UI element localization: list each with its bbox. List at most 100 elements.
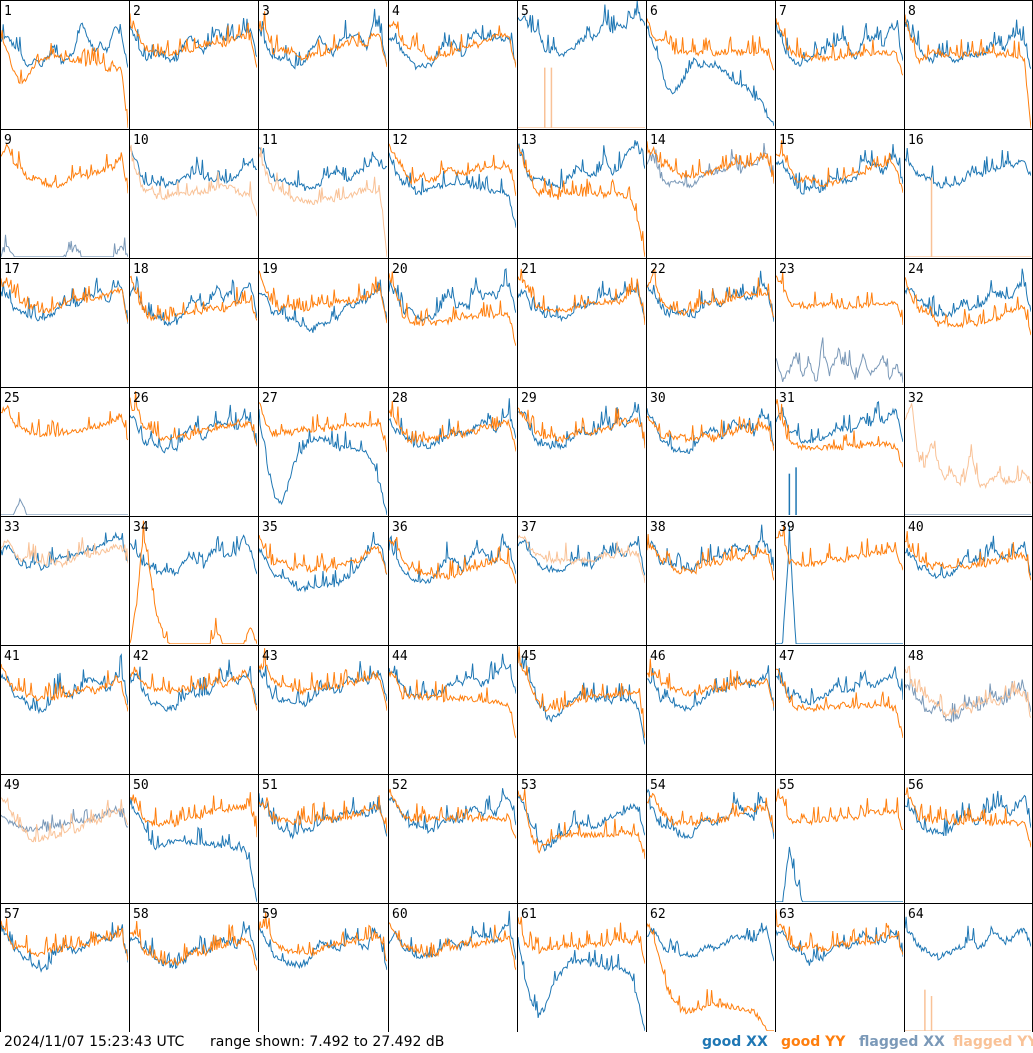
panel-label-2: 2 (133, 4, 141, 19)
trace-yy-10 (130, 144, 257, 217)
panel-label-5: 5 (521, 4, 529, 19)
trace-xx-25 (1, 497, 128, 515)
panel-label-26: 26 (133, 391, 149, 406)
panel-27: 27 (259, 391, 387, 515)
panel-label-39: 39 (779, 520, 795, 535)
panel-label-63: 63 (779, 907, 795, 922)
trace-xx-59 (259, 925, 387, 971)
trace-xx-62 (647, 922, 774, 962)
trace-yy-35 (259, 534, 387, 575)
panel-39: 39 (776, 520, 903, 644)
panel-59: 59 (259, 907, 387, 971)
panel-44: 44 (389, 649, 516, 739)
panel-label-48: 48 (908, 649, 924, 664)
trace-yy-2 (130, 13, 257, 68)
trace-xx-61 (518, 937, 645, 1031)
panel-25: 25 (1, 391, 128, 515)
panel-label-43: 43 (262, 649, 278, 664)
panel-label-17: 17 (4, 262, 20, 277)
panel-label-44: 44 (392, 649, 408, 664)
trace-yy-14 (647, 141, 774, 184)
panel-label-56: 56 (908, 778, 924, 793)
panel-40: 40 (905, 520, 1031, 581)
panel-label-23: 23 (779, 262, 795, 277)
panel-label-64: 64 (908, 907, 924, 922)
panel-47: 47 (776, 649, 903, 739)
panel-label-18: 18 (133, 262, 149, 277)
panel-label-52: 52 (392, 778, 408, 793)
trace-yy-24 (905, 277, 1031, 336)
panel-label-32: 32 (908, 391, 924, 406)
trace-yy-18 (130, 275, 257, 322)
trace-yy-46 (647, 658, 774, 708)
trace-yy-12 (389, 143, 516, 197)
panel-label-27: 27 (262, 391, 278, 406)
panel-22: 22 (647, 262, 774, 322)
panel-48: 48 (905, 649, 1031, 723)
panel-label-4: 4 (392, 4, 400, 19)
panel-15: 15 (776, 133, 903, 195)
trace-yy-48 (905, 665, 1031, 719)
panel-30: 30 (647, 391, 774, 454)
trace-yy-51 (259, 795, 387, 834)
trace-yy-60 (389, 922, 516, 971)
panel-14: 14 (647, 133, 774, 189)
legend-flagged-xx: flagged XX (859, 1034, 945, 1050)
panel-26: 26 (130, 391, 257, 454)
panel-label-24: 24 (908, 262, 924, 277)
panel-label-60: 60 (392, 907, 408, 922)
panel-18: 18 (130, 262, 257, 327)
panel-label-58: 58 (133, 907, 149, 922)
panel-60: 60 (389, 907, 516, 971)
panel-label-28: 28 (392, 391, 408, 406)
trace-xx-63 (776, 927, 903, 966)
trace-yy-22 (647, 268, 774, 318)
trace-yy-8 (905, 14, 1031, 128)
panel-55: 55 (776, 778, 903, 902)
trace-xx-7 (776, 20, 903, 67)
panel-20: 20 (389, 262, 516, 347)
panel-label-31: 31 (779, 391, 795, 406)
panel-label-42: 42 (133, 649, 149, 664)
trace-xx-14 (647, 142, 774, 189)
trace-xx-30 (647, 408, 774, 454)
panel-49: 49 (1, 778, 128, 843)
trace-xx-10 (130, 146, 257, 189)
trace-yy-63 (776, 909, 903, 955)
panel-17: 17 (1, 262, 128, 324)
panel-43: 43 (259, 648, 387, 711)
panel-12: 12 (389, 133, 516, 228)
panel-56: 56 (905, 778, 1031, 848)
panel-label-13: 13 (521, 133, 537, 148)
trace-yy-55 (776, 788, 903, 831)
panel-label-15: 15 (779, 133, 795, 148)
panel-label-40: 40 (908, 520, 924, 535)
trace-yy-33 (1, 537, 128, 569)
trace-xx-56 (905, 790, 1031, 837)
panel-53: 53 (518, 778, 645, 859)
panel-label-33: 33 (4, 520, 20, 535)
trace-yy-58 (130, 920, 257, 971)
trace-xx-2 (130, 17, 257, 64)
panel-label-41: 41 (4, 649, 20, 664)
footer-bar: 2024/11/07 15:23:43 UTC range shown: 7.4… (0, 1032, 1033, 1053)
panel-label-30: 30 (650, 391, 666, 406)
footer-timestamp: 2024/11/07 15:23:43 UTC (4, 1034, 185, 1050)
panel-62: 62 (647, 907, 774, 1031)
panel-33: 33 (1, 520, 128, 572)
panel-8: 8 (905, 4, 1031, 128)
trace-yy-28 (389, 400, 516, 452)
trace-xx-51 (259, 793, 387, 840)
panel-label-10: 10 (133, 133, 149, 148)
trace-xx-49 (1, 804, 128, 833)
trace-xx-33 (1, 531, 128, 572)
panel-24: 24 (905, 262, 1031, 336)
panel-label-50: 50 (133, 778, 149, 793)
panel-45: 45 (518, 646, 645, 745)
panel-4: 4 (389, 4, 516, 71)
panel-2: 2 (130, 4, 257, 68)
trace-yy-20 (389, 271, 516, 347)
trace-xx-13 (518, 140, 645, 189)
trace-yy-19 (259, 270, 387, 324)
panel-label-21: 21 (521, 262, 537, 277)
